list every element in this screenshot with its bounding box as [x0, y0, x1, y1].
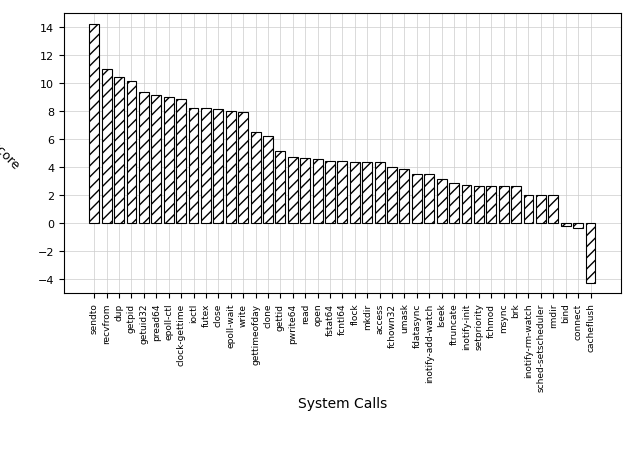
Bar: [399, 170, 410, 223]
Bar: [300, 159, 310, 223]
Bar: [461, 185, 472, 223]
Bar: [499, 186, 509, 223]
Bar: [189, 109, 198, 223]
Bar: [251, 133, 260, 223]
Bar: [127, 82, 136, 223]
Bar: [263, 137, 273, 223]
Bar: [325, 162, 335, 223]
Bar: [511, 186, 521, 223]
Bar: [374, 163, 385, 223]
Bar: [312, 160, 323, 223]
Y-axis label: zscore: zscore: [0, 134, 22, 172]
Bar: [449, 184, 459, 223]
Bar: [474, 186, 484, 223]
Bar: [176, 100, 186, 223]
Bar: [213, 110, 223, 223]
Bar: [362, 163, 372, 223]
Bar: [288, 157, 298, 223]
Bar: [561, 223, 571, 226]
Bar: [536, 195, 546, 223]
Bar: [486, 186, 496, 223]
Bar: [201, 109, 211, 223]
Bar: [102, 69, 111, 223]
Bar: [387, 167, 397, 223]
Bar: [275, 152, 285, 223]
Bar: [524, 195, 534, 223]
Bar: [164, 97, 173, 223]
Bar: [226, 111, 236, 223]
Bar: [436, 180, 447, 223]
Bar: [114, 78, 124, 223]
X-axis label: System Calls: System Calls: [298, 396, 387, 410]
Bar: [337, 162, 348, 223]
Bar: [90, 25, 99, 223]
Bar: [238, 113, 248, 223]
Bar: [586, 223, 595, 283]
Bar: [412, 174, 422, 223]
Bar: [151, 96, 161, 223]
Bar: [139, 93, 149, 223]
Bar: [424, 174, 434, 223]
Bar: [548, 195, 558, 223]
Bar: [350, 163, 360, 223]
Bar: [573, 223, 583, 229]
